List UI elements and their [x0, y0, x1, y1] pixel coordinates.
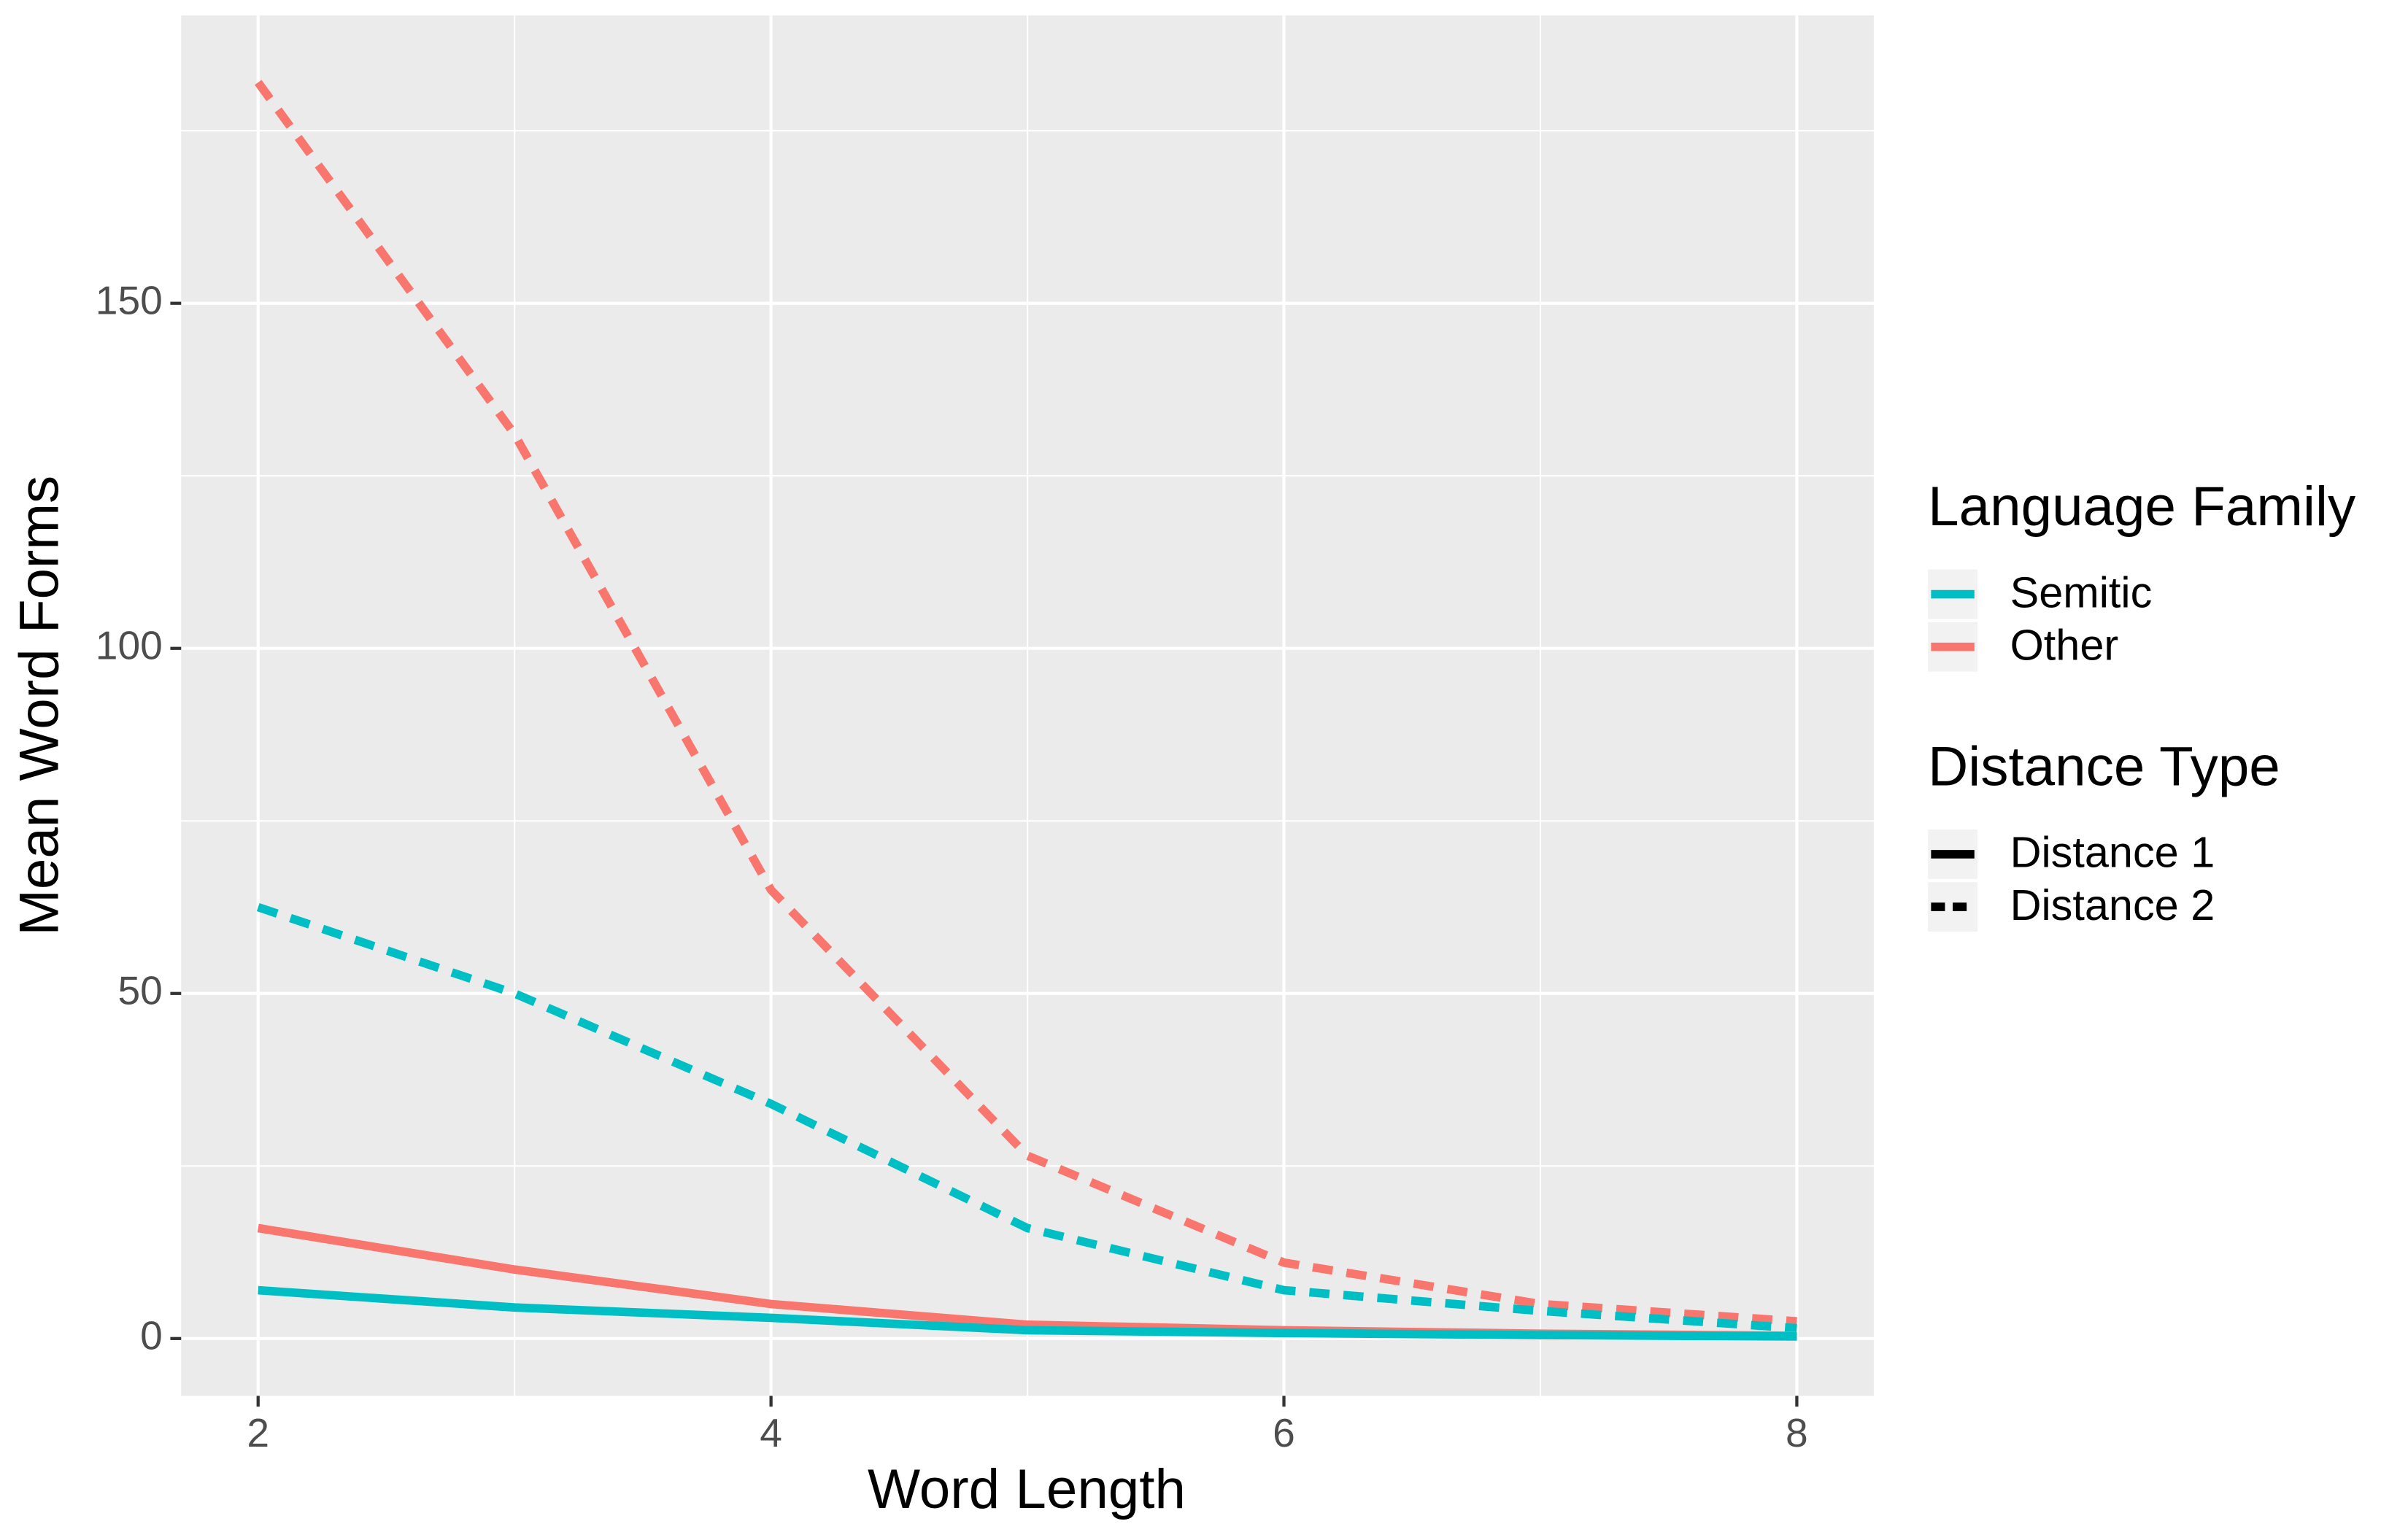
y-tick-label: 150: [96, 277, 163, 322]
y-axis-title: Mean Word Forms: [9, 476, 71, 936]
y-tick-label: 100: [96, 622, 163, 668]
line: [256, 902, 1797, 1333]
line: [258, 1285, 1797, 1341]
x-axis-title: Word Length: [868, 1458, 1186, 1520]
x-tick-label: 6: [1273, 1410, 1295, 1455]
legend-title: Distance Type: [1928, 736, 2280, 798]
y-tick-label: 50: [117, 967, 162, 1013]
legend-title: Language Family: [1928, 476, 2356, 538]
legend-label: Distance 1: [2010, 828, 2215, 877]
x-tick-label: 4: [760, 1410, 782, 1455]
legend-label: Semitic: [2010, 568, 2153, 616]
legend-label: Distance 2: [2010, 881, 2215, 929]
x-tick-label: 8: [1786, 1410, 1808, 1455]
legend-label: Other: [2010, 620, 2119, 669]
y-tick-label: 0: [140, 1312, 163, 1358]
x-tick-label: 2: [247, 1410, 269, 1455]
